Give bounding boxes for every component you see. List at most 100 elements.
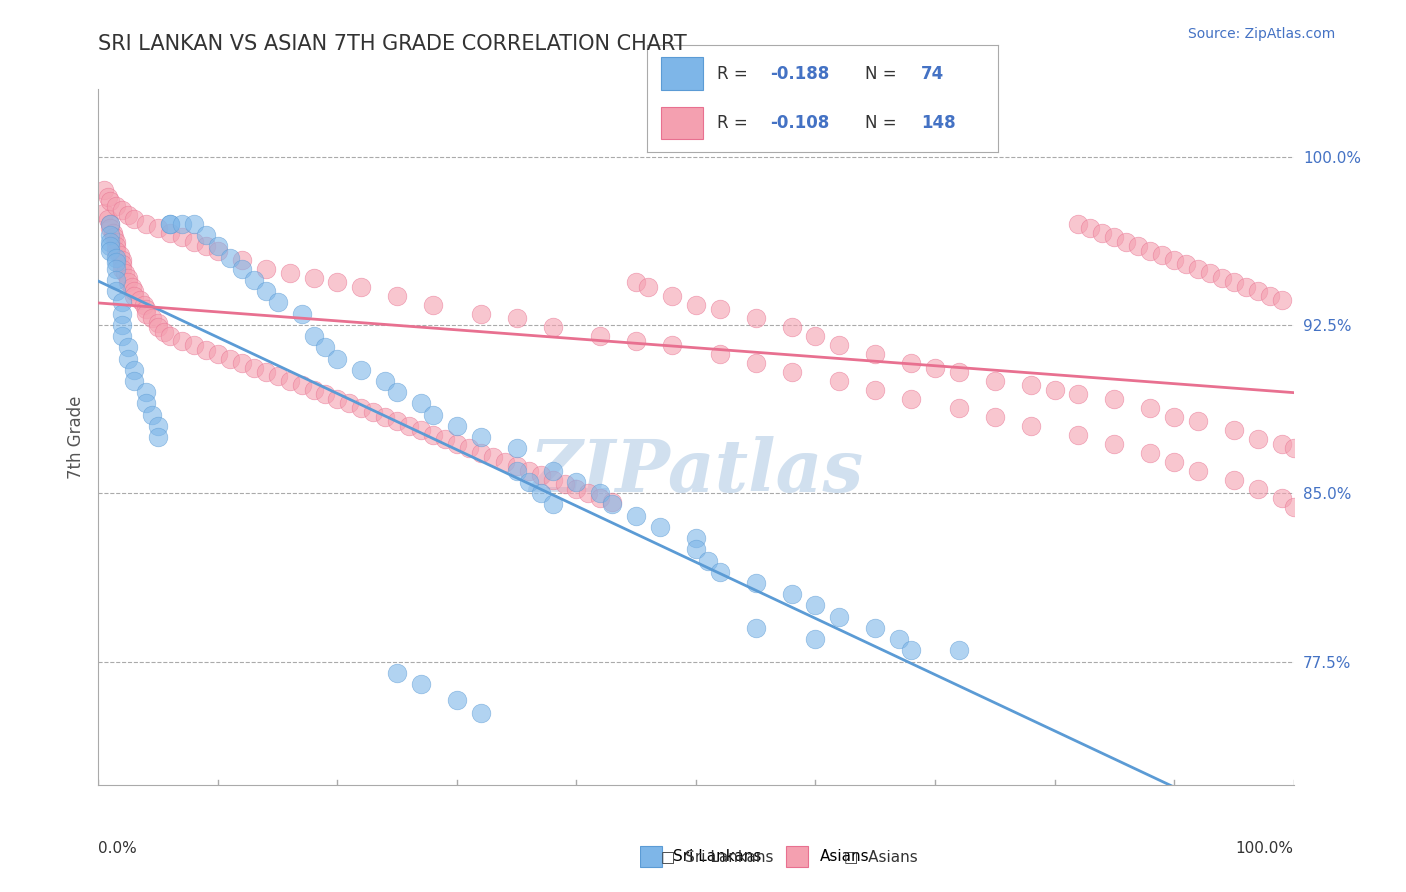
Point [117, 208, 139, 222]
Point [111, 203, 134, 218]
Text: N =: N = [865, 114, 901, 132]
Point [339, 396, 360, 410]
Point [105, 251, 128, 265]
Point [470, 706, 492, 720]
Point [105, 244, 128, 258]
Point [124, 288, 146, 302]
Point [291, 378, 314, 392]
Point [1282, 442, 1305, 456]
Point [589, 491, 612, 505]
Point [183, 235, 205, 249]
Point [709, 347, 731, 361]
Point [153, 325, 176, 339]
Point [172, 230, 194, 244]
Point [105, 255, 128, 269]
Point [291, 307, 314, 321]
Point [111, 307, 134, 321]
Point [804, 632, 827, 646]
Point [350, 279, 373, 293]
Point [863, 621, 887, 635]
Point [541, 464, 564, 478]
Point [1163, 252, 1185, 267]
Point [302, 329, 325, 343]
Point [863, 383, 887, 397]
Point [326, 275, 349, 289]
Point [948, 365, 970, 379]
Point [709, 302, 731, 317]
Point [1067, 387, 1090, 401]
Text: 100.0%: 100.0% [1236, 841, 1294, 856]
Point [1198, 266, 1220, 280]
Point [111, 257, 134, 271]
Point [433, 433, 456, 447]
Point [183, 217, 205, 231]
Point [1271, 437, 1294, 451]
Point [103, 230, 125, 244]
Point [111, 295, 134, 310]
Text: N =: N = [865, 64, 901, 82]
Point [1102, 230, 1125, 244]
Point [207, 239, 229, 253]
Point [506, 459, 529, 474]
Point [422, 298, 444, 312]
Point [159, 226, 181, 240]
Point [709, 565, 731, 579]
Bar [640, 846, 662, 867]
Point [132, 298, 155, 312]
Point [1091, 226, 1114, 240]
Text: -0.188: -0.188 [770, 64, 830, 82]
Point [1102, 392, 1125, 406]
Point [254, 365, 277, 379]
Point [98, 217, 122, 231]
Point [129, 293, 152, 308]
Point [302, 383, 325, 397]
Point [470, 446, 492, 460]
Point [900, 392, 922, 406]
Point [470, 430, 492, 444]
Point [780, 365, 803, 379]
Point [697, 553, 720, 567]
Point [124, 374, 146, 388]
Point [243, 360, 266, 375]
Point [1246, 433, 1268, 447]
Point [1128, 239, 1150, 253]
Point [194, 228, 218, 243]
Point [159, 217, 181, 231]
Point [626, 334, 648, 348]
Point [446, 437, 468, 451]
Point [98, 217, 122, 231]
Point [148, 316, 170, 330]
Point [385, 385, 409, 400]
Point [243, 273, 266, 287]
Point [589, 486, 612, 500]
Point [141, 311, 163, 326]
Point [565, 482, 588, 496]
Point [105, 261, 128, 276]
Point [1222, 275, 1246, 289]
Point [685, 542, 707, 557]
Point [385, 288, 409, 302]
Point [1258, 288, 1281, 302]
Point [363, 405, 385, 419]
Point [385, 414, 409, 428]
Point [1139, 244, 1161, 258]
Point [105, 199, 128, 213]
Point [97, 190, 120, 204]
Point [117, 275, 139, 289]
Point [98, 235, 122, 249]
Point [1139, 446, 1161, 460]
Point [804, 599, 827, 613]
Point [135, 385, 157, 400]
Point [1019, 378, 1042, 392]
Point [863, 347, 887, 361]
Point [446, 418, 468, 433]
Point [1246, 482, 1268, 496]
Text: Sri Lankans: Sri Lankans [673, 849, 762, 863]
Point [685, 531, 707, 545]
Point [267, 369, 290, 384]
Point [124, 212, 146, 227]
Point [117, 270, 139, 285]
Point [517, 475, 540, 489]
Point [124, 284, 146, 298]
Point [529, 468, 551, 483]
